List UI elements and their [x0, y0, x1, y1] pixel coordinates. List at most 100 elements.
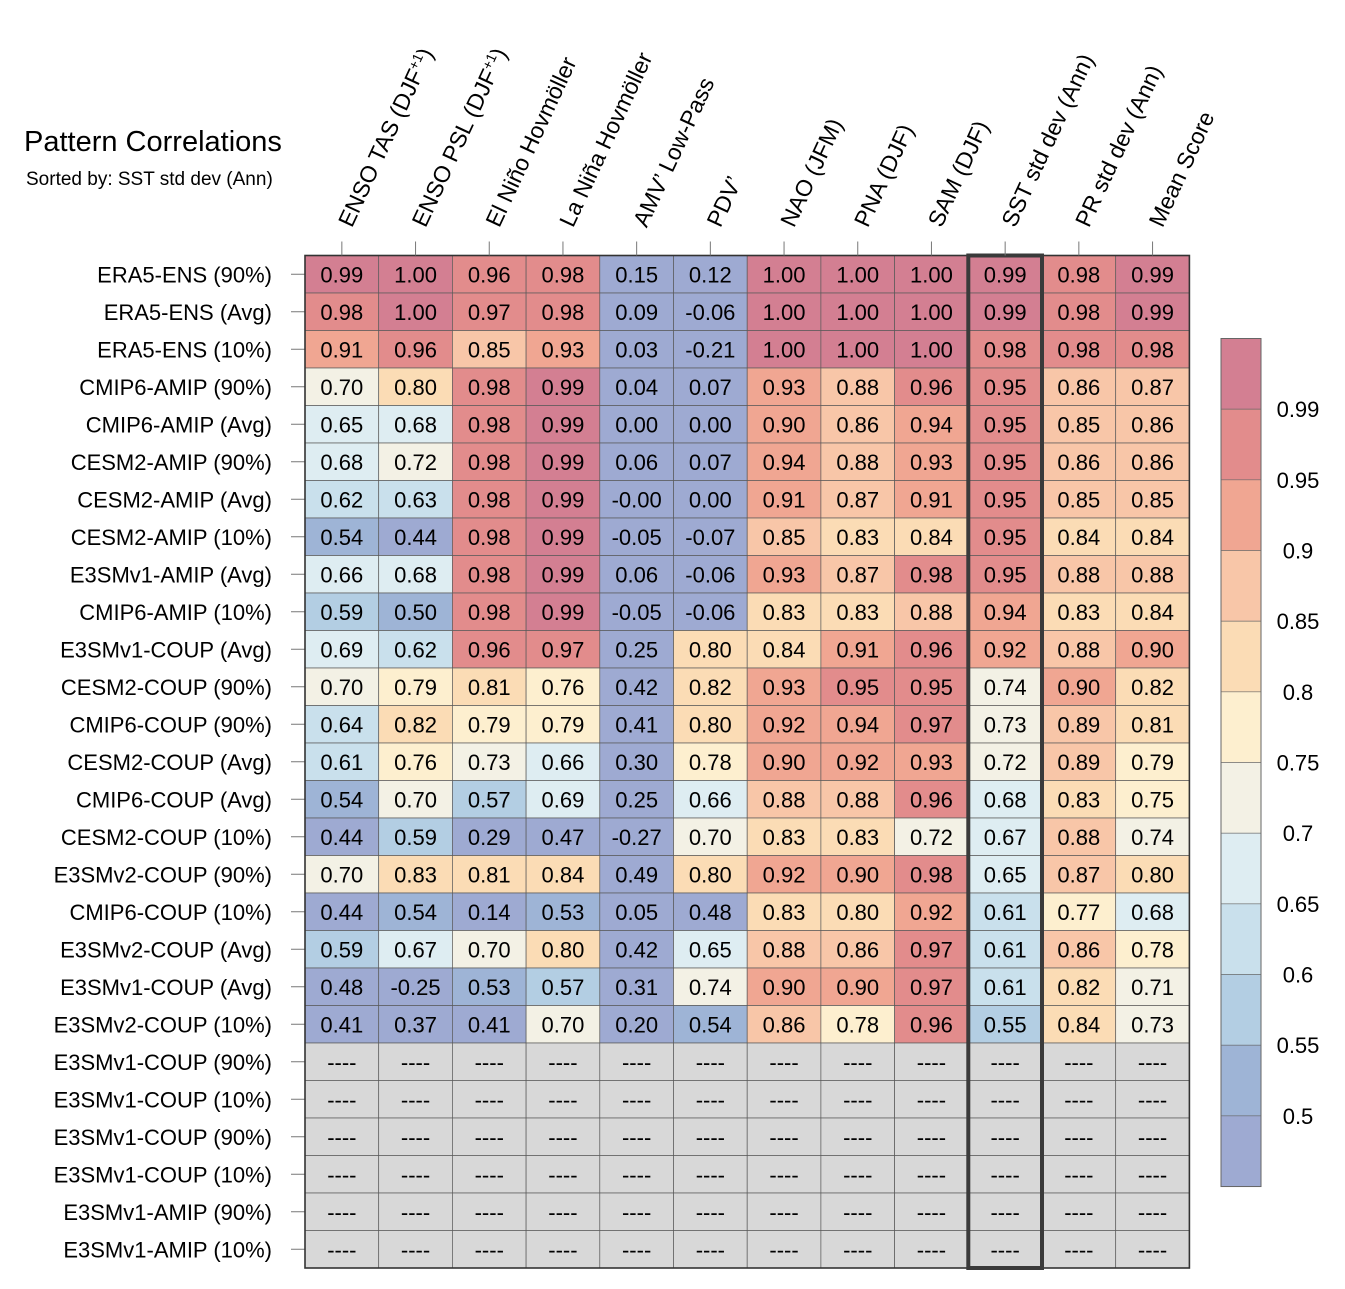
cell-value: 0.98 — [542, 262, 585, 287]
heatmap-cell — [304, 742, 380, 781]
heatmap-cell — [304, 630, 380, 669]
cell-value: 0.62 — [320, 487, 363, 512]
heatmap-cell — [967, 517, 1043, 556]
cell-value: 0.80 — [542, 937, 585, 962]
cell-value: 0.99 — [542, 562, 585, 587]
heatmap-cell — [525, 292, 601, 331]
heatmap-cell — [378, 1080, 453, 1119]
heatmap-cell — [746, 517, 822, 556]
cell-value: ---- — [1138, 1237, 1167, 1262]
heatmap-cell — [967, 1230, 1043, 1269]
heatmap-cell — [1041, 930, 1117, 969]
heatmap-cell — [746, 930, 822, 969]
colorbar-label: 0.65 — [1277, 892, 1320, 917]
chart-subtitle: Sorted by: SST std dev (Ann) — [26, 169, 273, 190]
heatmap-cell — [525, 1117, 601, 1156]
cell-value: 0.98 — [984, 337, 1027, 362]
heatmap-cell — [525, 667, 601, 706]
cell-value: 1.00 — [836, 337, 879, 362]
heatmap-cell — [820, 892, 895, 931]
cell-value: 0.55 — [984, 1012, 1027, 1037]
table-row: ---- ---- ---- ---- ---- ---- ---- ---- ---- ----… — [304, 1230, 1190, 1269]
heatmap-cell — [820, 1080, 895, 1119]
heatmap-cell — [1115, 1042, 1190, 1081]
heatmap-cell — [1115, 705, 1190, 744]
heatmap-cell — [599, 367, 674, 406]
heatmap-cell — [599, 1230, 674, 1269]
heatmap-cell — [746, 592, 822, 631]
heatmap-cell — [1041, 817, 1117, 856]
heatmap-cell — [820, 517, 895, 556]
cell-value: 0.70 — [320, 675, 363, 700]
table-row: ---- ---- ---- ---- ---- ---- ---- ---- ---- ----… — [304, 1192, 1190, 1231]
cell-value: 0.84 — [1057, 1012, 1100, 1037]
heatmap-cell — [894, 855, 969, 894]
cell-value: 0.76 — [394, 750, 437, 775]
heatmap-cell — [1041, 592, 1117, 631]
cell-value: 0.92 — [836, 750, 879, 775]
row-label: E3SMv2-COUP (90%) — [54, 862, 272, 887]
heatmap-cell — [967, 292, 1043, 331]
heatmap-cell — [599, 517, 674, 556]
cell-value: 0.86 — [836, 937, 879, 962]
heatmap-cell — [746, 967, 822, 1006]
cell-value: 0.99 — [542, 525, 585, 550]
cell-value: ---- — [622, 1200, 651, 1225]
heatmap-cell — [599, 292, 674, 331]
cell-value: ---- — [696, 1050, 725, 1075]
cell-value: 0.96 — [910, 1012, 953, 1037]
cell-value: ---- — [327, 1050, 356, 1075]
heatmap-cell — [1115, 1230, 1190, 1269]
heatmap-cell — [673, 930, 748, 969]
heatmap-cell — [746, 667, 822, 706]
heatmap-cell — [820, 1192, 895, 1231]
heatmap-cell — [820, 1117, 895, 1156]
heatmap-cell — [894, 892, 969, 931]
cell-value: 0.96 — [468, 637, 511, 662]
heatmap-cell — [673, 1042, 748, 1081]
cell-value: ---- — [843, 1125, 872, 1150]
cell-value: 0.75 — [1131, 787, 1174, 812]
heatmap-cell — [1115, 592, 1190, 631]
cell-value: 0.59 — [320, 937, 363, 962]
heatmap-cell — [525, 442, 601, 481]
table-row: 0.70 0.80 0.98 0.99 0.04 0.07 0.93 0.88 0.96 0.95… — [304, 367, 1190, 406]
table-row: ---- ---- ---- ---- ---- ---- ---- ---- ---- ----… — [304, 1042, 1190, 1081]
cell-value: 0.88 — [836, 787, 879, 812]
cell-value: ---- — [917, 1162, 946, 1187]
cell-value: 0.72 — [394, 450, 437, 475]
cell-value: 0.90 — [836, 975, 879, 1000]
cell-value: 0.83 — [763, 900, 806, 925]
table-row: 0.66 0.68 0.98 0.99 0.06 -0.06 0.93 0.87 0.98 0.9… — [304, 555, 1190, 594]
cell-value: 0.79 — [394, 675, 437, 700]
heatmap-cell — [673, 517, 748, 556]
table-row: 0.99 1.00 0.96 0.98 0.15 0.12 1.00 1.00 1.00 0.99… — [304, 255, 1190, 294]
heatmap-cell — [1115, 1080, 1190, 1119]
heatmap-cell — [378, 967, 453, 1006]
cell-value: 0.83 — [394, 862, 437, 887]
cell-value: 0.99 — [542, 375, 585, 400]
cell-value: 0.80 — [1131, 862, 1174, 887]
cell-value: -0.25 — [390, 975, 440, 1000]
row-label: ERA5-ENS (10%) — [97, 337, 272, 362]
heatmap-cell — [673, 405, 748, 444]
cell-value: 0.98 — [1057, 337, 1100, 362]
heatmap-cell — [746, 855, 822, 894]
cell-value: ---- — [548, 1087, 577, 1112]
cell-value: 0.99 — [542, 600, 585, 625]
cell-value: 0.86 — [1131, 412, 1174, 437]
heatmap-cell — [599, 630, 674, 669]
heatmap-cell — [1115, 667, 1190, 706]
colorbar-label: 0.8 — [1283, 680, 1314, 705]
heatmap-cell — [673, 555, 748, 594]
cell-value: 0.79 — [468, 712, 511, 737]
cell-value: 0.77 — [1057, 900, 1100, 925]
cell-value: ---- — [769, 1125, 798, 1150]
cell-value: 1.00 — [394, 300, 437, 325]
heatmap-cell — [599, 1155, 674, 1194]
heatmap-cell — [304, 780, 380, 819]
cell-value: ---- — [548, 1125, 577, 1150]
cell-value: -0.05 — [612, 525, 662, 550]
colorbar-label: 0.95 — [1277, 468, 1320, 493]
cell-value: ---- — [843, 1162, 872, 1187]
